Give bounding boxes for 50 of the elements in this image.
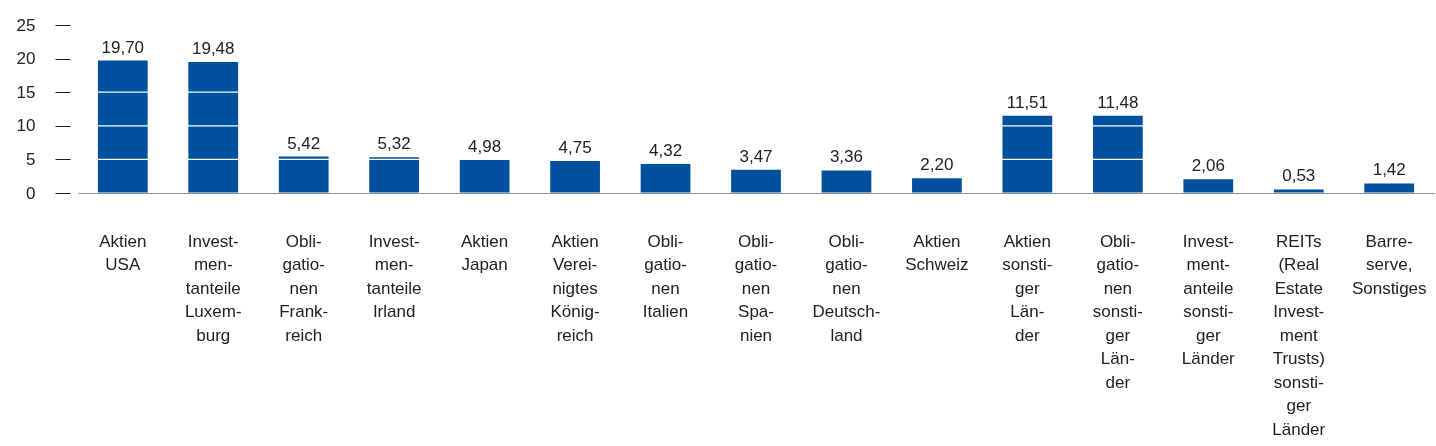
y-tick-label: 0 bbox=[26, 183, 36, 203]
data-label: 4,32 bbox=[648, 140, 683, 160]
x-tick-label: Invest- men- tanteile Luxem- burg bbox=[184, 231, 242, 345]
data-label: 3,36 bbox=[829, 147, 864, 167]
x-tick-label: Aktien Schweiz bbox=[905, 231, 969, 274]
data-label: 11,51 bbox=[1006, 92, 1049, 112]
x-tick-label: Obli- gatio- nen Frank- reich bbox=[279, 231, 329, 345]
bar bbox=[821, 170, 872, 193]
bar bbox=[459, 159, 510, 193]
y-tick-label: 20 bbox=[16, 49, 36, 69]
bar bbox=[278, 156, 329, 193]
x-tick-label: Aktien sonsti- ger Län- der bbox=[1002, 231, 1053, 345]
bar bbox=[369, 157, 420, 193]
data-label: 4,98 bbox=[468, 136, 502, 156]
bar bbox=[912, 178, 962, 193]
data-label: 5,32 bbox=[377, 134, 411, 154]
bar bbox=[1092, 115, 1143, 193]
bar bbox=[97, 60, 148, 193]
data-label: 2,20 bbox=[920, 155, 954, 175]
category-label: REITs (Real Estate Invest- ment Trusts) sonsti- ger Länder bbox=[1272, 231, 1326, 439]
x-tick-label: Obli- gatio- nen Italien bbox=[642, 231, 689, 321]
x-tick-label: Aktien Japan bbox=[460, 231, 509, 274]
data-label: 2,06 bbox=[1191, 156, 1225, 176]
x-tick-label: Invest- men- tanteile Irland bbox=[366, 231, 422, 321]
bar bbox=[640, 163, 691, 193]
data-label: 5,42 bbox=[287, 133, 321, 153]
x-tick-label: Barre- serve, Sonstiges bbox=[1351, 231, 1427, 298]
bar bbox=[1364, 183, 1415, 193]
data-label: 11,48 bbox=[1097, 92, 1139, 112]
x-tick-label: Obli- gatio- nen Spa- nien bbox=[734, 231, 778, 345]
bar bbox=[1002, 115, 1053, 193]
data-label: 19,70 bbox=[101, 37, 145, 57]
x-tick-label: Invest- ment- anteile sonsti- ger Länder bbox=[1181, 231, 1236, 368]
x-tick-label: Obli- gatio- nen sonsti- ger Län- der bbox=[1092, 231, 1143, 392]
x-tick-label: Aktien Verei- nigtes König- reich bbox=[550, 231, 600, 345]
y-tick-label: 10 bbox=[16, 116, 36, 136]
data-label: 1,42 bbox=[1372, 160, 1406, 180]
bar bbox=[731, 169, 781, 193]
x-tick-label: Obli- gatio- nen Deutsch- land bbox=[812, 231, 881, 345]
bar bbox=[550, 161, 600, 193]
y-tick-label: 5 bbox=[26, 149, 36, 169]
data-label: 4,75 bbox=[558, 138, 592, 158]
bar bbox=[188, 62, 239, 193]
data-label: 3,47 bbox=[739, 146, 773, 166]
data-label: 19,48 bbox=[191, 39, 235, 59]
y-tick-label: 15 bbox=[16, 82, 36, 102]
data-label: 0,53 bbox=[1282, 166, 1316, 186]
bar bbox=[1183, 179, 1234, 193]
y-tick-label: 25 bbox=[16, 15, 36, 35]
x-tick-label: Aktien USA bbox=[99, 231, 147, 274]
